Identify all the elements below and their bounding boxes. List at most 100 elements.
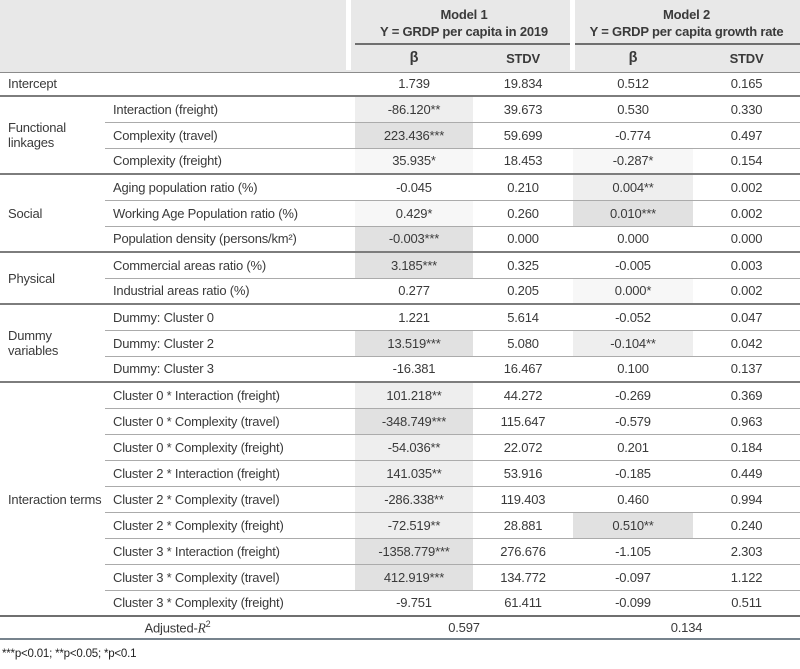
beta-value: 13.519*** <box>355 329 473 356</box>
stdv-value: 0.047 <box>693 303 800 330</box>
stdv-value: 0.002 <box>693 277 800 304</box>
stdv-value: 115.647 <box>473 407 573 434</box>
table-row: Population density (persons/km²) -0.003**… <box>0 225 800 252</box>
beta-value: -86.120** <box>355 95 473 122</box>
beta-value: -0.099 <box>573 589 693 616</box>
stdv-value: 0.260 <box>473 199 573 226</box>
stdv-value: 22.072 <box>473 433 573 460</box>
beta-value: 0.429* <box>355 199 473 226</box>
table-row: Social Aging population ratio (%) -0.045 0.… <box>0 173 800 252</box>
variable-label: Cluster 2 * Interaction (freight) <box>105 459 355 486</box>
beta-value: 1.221 <box>355 303 473 330</box>
model2-beta-header: β <box>573 44 693 73</box>
table-row: Working Age Population ratio (%) 0.429* 0.… <box>0 199 800 226</box>
group-label: Interaction terms <box>0 381 105 616</box>
variable-label: Aging population ratio (%) <box>105 173 355 200</box>
stat-header-row: β STDV β STDV <box>0 44 800 73</box>
beta-value: -0.005 <box>573 251 693 278</box>
beta-value: -0.104** <box>573 329 693 356</box>
stdv-value: 2.303 <box>693 537 800 564</box>
variable-label: Dummy: Cluster 2 <box>105 329 355 356</box>
beta-value: -16.381 <box>355 355 473 382</box>
model2-title: Model 2 <box>663 7 710 22</box>
stdv-value: 0.154 <box>693 147 800 174</box>
beta-value: 0.000 <box>573 225 693 252</box>
stdv-value: 16.467 <box>473 355 573 382</box>
beta-value: 101.218** <box>355 381 473 408</box>
variable-label: Working Age Population ratio (%) <box>105 199 355 226</box>
stdv-value: 61.411 <box>473 589 573 616</box>
beta-value: 223.436*** <box>355 121 473 148</box>
model2-stdv-header: STDV <box>693 44 800 73</box>
table-row: Dummy: Cluster 2 13.519*** 5.080 -0.104** 0.… <box>0 329 800 356</box>
stdv-value: 0.184 <box>693 433 800 460</box>
table-row: Cluster 2 * Complexity (travel) -286.338*… <box>0 485 800 512</box>
stdv-value: 0.963 <box>693 407 800 434</box>
beta-value: 3.185*** <box>355 251 473 278</box>
variable-label: Intercept <box>8 76 57 92</box>
table-row: Intercept 1.739 19.834 0.512 0.165 <box>0 72 800 96</box>
stdv-value: 18.453 <box>473 147 573 174</box>
beta-value: -286.338** <box>355 485 473 512</box>
beta-value: -72.519** <box>355 511 473 538</box>
table-row: Physical Commercial areas ratio (%) 3.185*… <box>0 251 800 304</box>
stdv-value: 134.772 <box>473 563 573 590</box>
beta-value: -0.052 <box>573 303 693 330</box>
stdv-value: 0.003 <box>693 251 800 278</box>
beta-value: -0.774 <box>573 121 693 148</box>
variable-label: Cluster 0 * Interaction (freight) <box>105 381 355 408</box>
regression-results-table: Model 1 Y = GRDP per capita in 2019 Mode… <box>0 0 800 640</box>
variable-label: Dummy: Cluster 3 <box>105 355 355 382</box>
beta-value: 1.739 <box>398 76 430 92</box>
stdv-value: 0.137 <box>693 355 800 382</box>
beta-value: 35.935* <box>355 147 473 174</box>
variable-label: Commercial areas ratio (%) <box>105 251 355 278</box>
stdv-value: 0.205 <box>473 277 573 304</box>
stdv-value: 0.449 <box>693 459 800 486</box>
stdv-value: 276.676 <box>473 537 573 564</box>
variable-label: Cluster 3 * Interaction (freight) <box>105 537 355 564</box>
table-row: Complexity (travel) 223.436*** 59.699 -0.77… <box>0 121 800 148</box>
table-row: Complexity (freight) 35.935* 18.453 -0.287*… <box>0 147 800 174</box>
table-header: Model 1 Y = GRDP per capita in 2019 Mode… <box>0 0 800 73</box>
beta-value: -9.751 <box>355 589 473 616</box>
stdv-value: 0.210 <box>473 173 573 200</box>
table-row: Cluster 2 * Interaction (freight) 141.035… <box>0 459 800 486</box>
beta-value: 0.512 <box>617 76 649 92</box>
header-gap-middle <box>570 0 575 70</box>
adjusted-r2-row: Adjusted-R2 0.597 0.134 <box>0 615 800 640</box>
table-row: Cluster 3 * Complexity (travel) 412.919**… <box>0 563 800 590</box>
stdv-value: 0.165 <box>730 76 763 92</box>
r-symbol: R <box>197 620 206 636</box>
model2-header: Model 2 Y = GRDP per capita growth rate <box>573 0 800 45</box>
stdv-value: 0.511 <box>693 589 800 616</box>
beta-value: -1358.779*** <box>355 537 473 564</box>
stdv-value: 0.000 <box>473 225 573 252</box>
variable-label: Industrial areas ratio (%) <box>105 277 355 304</box>
beta-value: 0.460 <box>573 485 693 512</box>
stdv-value: 0.369 <box>693 381 800 408</box>
table-row: Cluster 3 * Complexity (freight) -9.751 61… <box>0 589 800 616</box>
variable-label: Cluster 3 * Complexity (travel) <box>105 563 355 590</box>
beta-value: -0.097 <box>573 563 693 590</box>
beta-value: -348.749*** <box>355 407 473 434</box>
stdv-value: 0.002 <box>693 199 800 226</box>
model1-title: Model 1 <box>440 7 488 22</box>
beta-value: 0.201 <box>573 433 693 460</box>
beta-value: 0.510** <box>573 511 693 538</box>
adjusted-prefix: Adjusted- <box>144 620 198 636</box>
table-row: Dummy: Cluster 3 -16.381 16.467 0.100 0.137 <box>0 355 800 382</box>
stdv-value: 0.002 <box>693 173 800 200</box>
table-row: Dummy variables Dummy: Cluster 0 1.221 5.61… <box>0 303 800 382</box>
table-row: Cluster 0 * Complexity (travel) -348.749*… <box>0 407 800 434</box>
beta-value: -54.036** <box>355 433 473 460</box>
group-label: Dummy variables <box>0 303 105 382</box>
variable-label: Cluster 0 * Complexity (freight) <box>105 433 355 460</box>
beta-value: 0.100 <box>573 355 693 382</box>
adjusted-r2-model1-value: 0.597 <box>355 615 573 640</box>
variable-label: Cluster 2 * Complexity (freight) <box>105 511 355 538</box>
stdv-value: 19.834 <box>503 76 543 92</box>
beta-value: -0.185 <box>573 459 693 486</box>
stdv-value: 5.614 <box>473 303 573 330</box>
variable-label: Cluster 2 * Complexity (travel) <box>105 485 355 512</box>
